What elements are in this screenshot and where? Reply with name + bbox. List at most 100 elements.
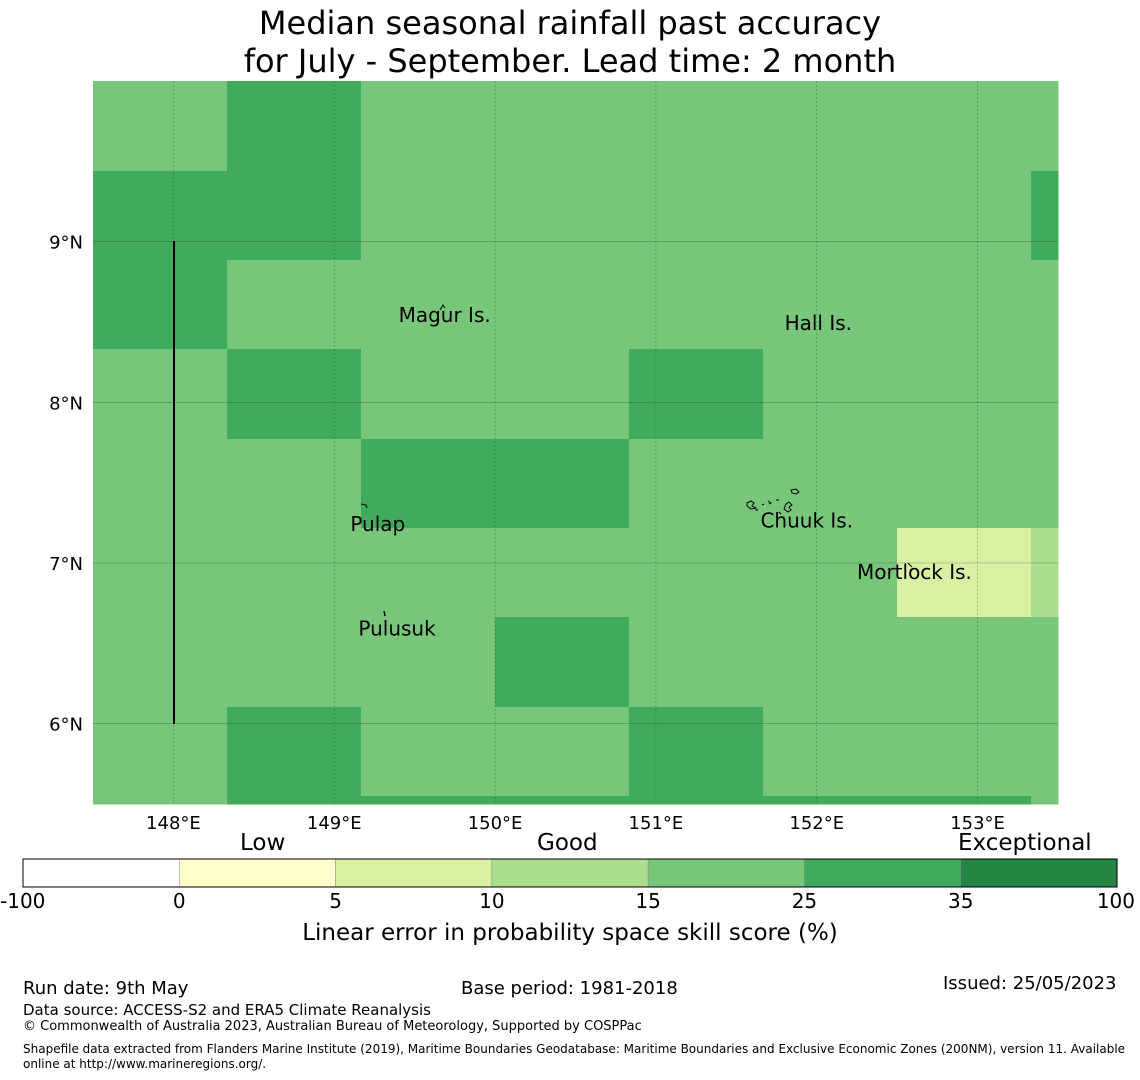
grid-cell	[1031, 81, 1059, 172]
grid-cell	[361, 528, 496, 618]
grid-cell	[495, 617, 630, 708]
grid-cell	[897, 349, 1032, 440]
grid-cell	[227, 796, 362, 805]
grid-cell	[93, 81, 228, 172]
x-tick-label: 150°E	[468, 813, 523, 834]
grid-cell	[629, 707, 764, 797]
y-tick-label: 8°N	[49, 393, 83, 414]
data-source: Data source: ACCESS-S2 and ERA5 Climate …	[23, 1001, 431, 1019]
grid-cell	[1031, 349, 1059, 440]
grid-cell	[763, 707, 898, 797]
colorbar-segment	[804, 858, 961, 888]
grid-cell	[227, 439, 362, 529]
colorbar-tick-label: 0	[172, 889, 186, 913]
grid-cell	[629, 617, 764, 708]
grid-cell	[361, 617, 496, 708]
grid-cell	[1031, 439, 1059, 529]
grid-cell	[227, 617, 362, 708]
grid-cell	[763, 260, 898, 350]
colorbar-tick-label: 15	[635, 889, 661, 913]
grid-cell	[629, 349, 764, 440]
grid-cell	[495, 171, 630, 261]
grid-cell	[93, 439, 228, 529]
colorbar-tick-label: 35	[947, 889, 974, 913]
island-pulusuk-outline	[383, 610, 386, 617]
grid-cell	[495, 796, 630, 805]
place-label: Magur Is.	[399, 303, 491, 327]
colorbar-label-low: Low	[240, 830, 286, 856]
colorbar-tick-label: 5	[329, 889, 342, 913]
x-tick-label: 151°E	[629, 813, 684, 834]
island-outlines	[173, 241, 913, 724]
colorbar-frame	[22, 858, 1118, 888]
grid-cell	[897, 528, 1032, 618]
grid-cell	[495, 260, 630, 350]
grid-cell	[897, 171, 1032, 261]
grid-cell	[227, 81, 362, 172]
colorbar-axis-label: Linear error in probability space skill …	[302, 920, 838, 946]
grid-cell	[495, 439, 630, 529]
grid-cell	[1031, 260, 1059, 350]
grid-cell	[93, 171, 228, 261]
colorbar	[22, 858, 1118, 888]
x-tick-label: 148°E	[146, 813, 201, 834]
island-magur-outline	[439, 304, 446, 311]
grid-cell	[1031, 617, 1059, 708]
colorbar-label-good: Good	[537, 830, 598, 856]
grid-cell	[495, 707, 630, 797]
grid-cell	[361, 707, 496, 797]
grid-cell	[897, 439, 1032, 529]
grid-cell	[227, 260, 362, 350]
grid-cell	[93, 528, 228, 618]
shapefile-credit-line-1: Shapefile data extracted from Flanders M…	[23, 1042, 1126, 1056]
grid-cell	[227, 349, 362, 440]
grid-cell	[629, 528, 764, 618]
grid-cell	[897, 707, 1032, 797]
grid-cell	[361, 81, 496, 172]
x-axis-ticks: 148°E 149°E 150°E 151°E 152°E 153°E	[146, 813, 1005, 834]
grid-cell	[763, 171, 898, 261]
grid-cell	[629, 260, 764, 350]
grid-cell	[93, 260, 228, 350]
grid-cell	[1031, 528, 1059, 618]
grid-cell	[361, 260, 496, 350]
grid-cell	[763, 81, 898, 172]
copyright-notice: © Commonwealth of Australia 2023, Austra…	[23, 1019, 642, 1034]
grid-cell	[897, 81, 1032, 172]
grid-cell	[93, 617, 228, 708]
chart-title: Median seasonal rainfall past accuracy f…	[0, 4, 1140, 80]
colorbar-label-exceptional: Exceptional	[958, 830, 1092, 856]
grid-cell	[361, 349, 496, 440]
colorbar-segment	[335, 858, 493, 888]
grid-cell	[1031, 171, 1059, 261]
island-mortlock-outline	[907, 562, 913, 568]
place-label: Mortlock Is.	[857, 560, 972, 584]
colorbar-segment	[647, 858, 805, 888]
base-period: Base period: 1981-2018	[461, 978, 678, 999]
place-label: Pulap	[350, 512, 405, 536]
x-tick-label: 149°E	[307, 813, 362, 834]
grid-cell	[763, 528, 898, 618]
shapefile-credit-line-2: online at http://www.marineregions.org/.	[23, 1057, 267, 1071]
grid-cell	[361, 796, 496, 805]
colorbar-tick-label: 10	[479, 889, 505, 913]
grid-cell	[629, 81, 764, 172]
x-tick-label: 152°E	[789, 813, 844, 834]
grid-cell	[763, 349, 898, 440]
colorbar-tick-label: 25	[791, 889, 818, 913]
place-label: Chuuk Is.	[760, 509, 853, 533]
grid-cell	[495, 81, 630, 172]
grid-cell	[361, 171, 496, 261]
colorbar-segment	[960, 858, 1118, 888]
colorbar-tick-label: -100	[0, 889, 46, 913]
skill-grid	[93, 81, 1059, 805]
issued-date: Issued: 25/05/2023	[943, 973, 1117, 994]
grid-cell	[897, 260, 1032, 350]
grid-cell	[629, 439, 764, 529]
colorbar-tick-label: 100	[1096, 889, 1135, 913]
grid-cell	[227, 528, 362, 618]
grid-cell	[1031, 796, 1059, 805]
run-date: Run date: 9th May	[23, 978, 189, 999]
grid-cell	[495, 528, 630, 618]
